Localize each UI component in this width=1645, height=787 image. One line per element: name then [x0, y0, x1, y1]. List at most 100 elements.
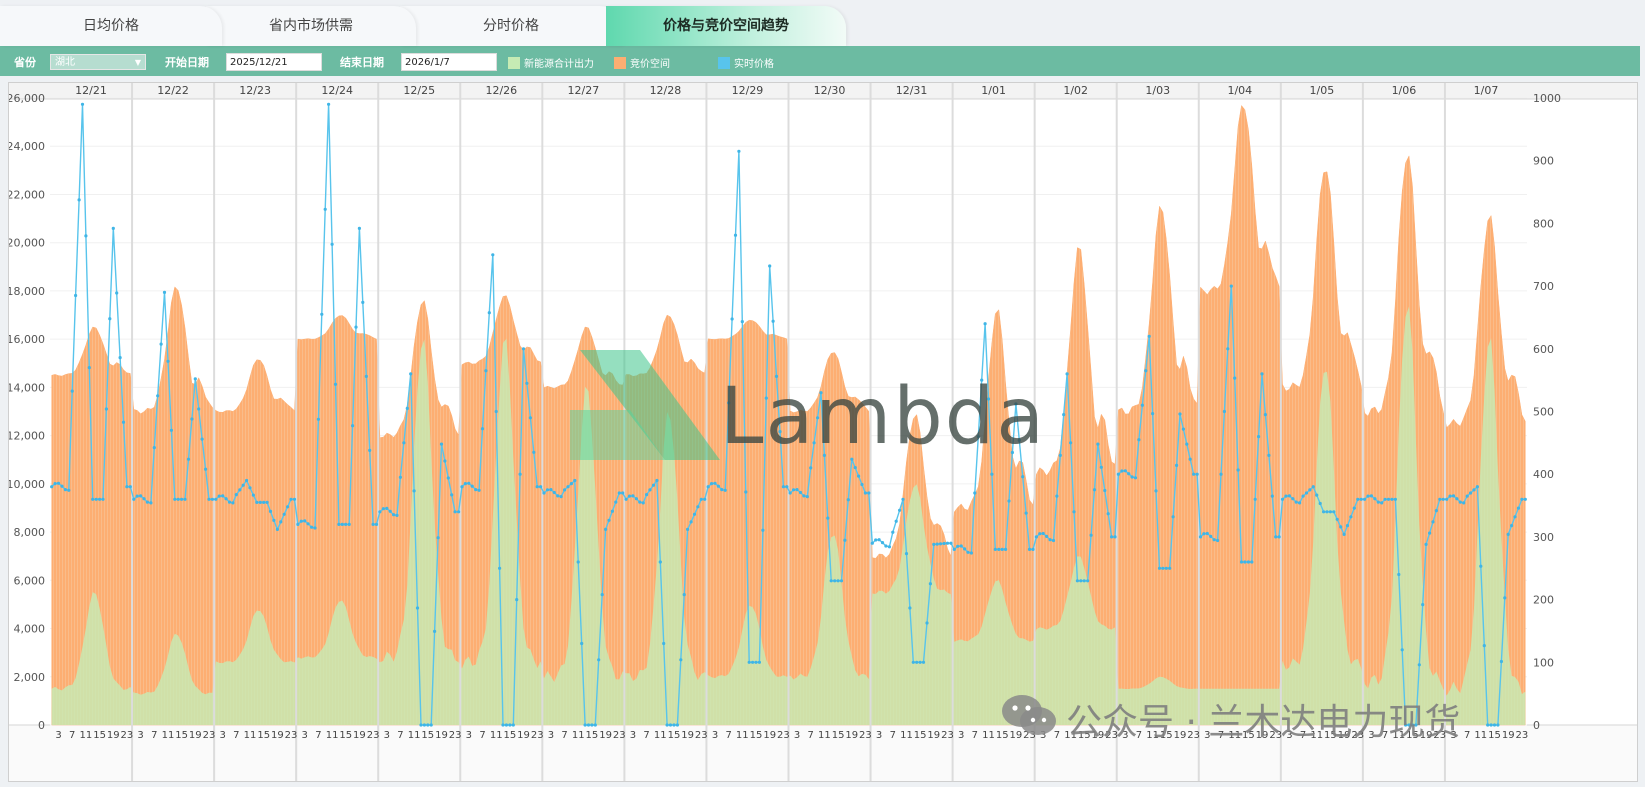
price-point [286, 505, 290, 509]
price-point [1257, 435, 1261, 439]
x-hour-tick-label: 23 [531, 730, 544, 741]
price-point [1058, 453, 1062, 457]
y-right-tick-label: 400 [1533, 468, 1554, 481]
price-point [1089, 533, 1093, 537]
x-hour-tick-label: 7 [890, 730, 896, 741]
price-point [1082, 579, 1086, 583]
price-point [614, 500, 618, 504]
price-point [470, 484, 474, 488]
x-hour-tick-label: 15 [914, 730, 927, 741]
x-hour-tick-label: 7 [1300, 730, 1306, 741]
y-left-tick-label: 20,000 [9, 237, 45, 250]
price-point [415, 606, 420, 610]
price-point [781, 485, 786, 489]
price-point [833, 579, 837, 583]
x-hour-tick-label: 23 [941, 730, 954, 741]
price-point [1328, 510, 1332, 514]
price-point [1157, 566, 1162, 570]
price-point [1075, 579, 1079, 583]
x-hour-tick-label: 7 [69, 730, 75, 741]
price-point [433, 629, 437, 634]
x-hour-tick-label: 23 [1023, 730, 1036, 741]
price-point [1308, 488, 1312, 492]
price-point [634, 497, 639, 501]
x-hour-tick-label: 23 [777, 730, 790, 741]
price-point [1363, 497, 1367, 501]
price-point [901, 497, 905, 501]
price-point [1475, 485, 1479, 489]
price-point [193, 377, 197, 381]
price-point [1205, 531, 1209, 536]
x-hour-tick-label: 11 [572, 730, 585, 741]
price-point [586, 723, 591, 727]
price-point [610, 509, 615, 513]
price-point [1510, 524, 1514, 528]
price-point [1096, 442, 1100, 446]
start-date-input[interactable] [226, 53, 322, 71]
legend-renewable[interactable]: 新能源合计出力 [508, 55, 594, 70]
price-point [258, 500, 262, 504]
x-hour-tick-label: 11 [1310, 730, 1323, 741]
price-point [764, 396, 768, 400]
price-point [1445, 497, 1449, 501]
price-point [566, 485, 570, 489]
x-hour-tick-label: 3 [1122, 730, 1128, 741]
x-day-label: 1/05 [1310, 84, 1335, 97]
price-point [1318, 501, 1322, 506]
price-point [795, 488, 799, 492]
tab-daily-avg-price[interactable]: 日均价格 [0, 6, 222, 46]
end-date-input[interactable] [401, 53, 497, 71]
price-point [1154, 489, 1158, 493]
legend-bidding-space[interactable]: 竞价空间 [614, 55, 670, 70]
legend-realtime-price[interactable]: 实时价格 [718, 55, 774, 70]
price-point [70, 389, 74, 393]
tab-province-supply-demand[interactable]: 省内市场供需 [206, 6, 416, 46]
price-point [648, 488, 652, 492]
price-point [1007, 499, 1011, 503]
price-point [443, 459, 447, 463]
price-point [918, 660, 922, 664]
lambda-logo-icon [570, 350, 720, 460]
price-point [600, 593, 604, 597]
price-point [986, 397, 991, 401]
price-point [121, 420, 126, 424]
price-point [1236, 468, 1240, 472]
price-point [894, 519, 898, 523]
price-point [1294, 500, 1298, 504]
x-hour-tick-label: 7 [315, 730, 321, 741]
price-point [1137, 438, 1141, 442]
price-point [583, 723, 587, 727]
x-day-label: 12/22 [157, 84, 189, 97]
tab-price-bidding-trend[interactable]: 价格与竞价空间趋势 [606, 6, 846, 46]
x-hour-tick-label: 11 [408, 730, 421, 741]
x-hour-tick-label: 15 [668, 730, 681, 741]
price-point [118, 356, 122, 360]
price-point [156, 394, 160, 398]
price-point [248, 486, 252, 490]
price-point [101, 497, 105, 501]
province-select[interactable]: 湖北 ▼ [50, 54, 146, 70]
price-point [265, 500, 269, 504]
price-point [1451, 494, 1456, 498]
price-point [761, 528, 765, 532]
price-point [590, 723, 594, 727]
x-hour-tick-label: 23 [1516, 730, 1529, 741]
y-right-tick-label: 0 [1533, 719, 1540, 732]
x-hour-tick-label: 15 [1242, 730, 1255, 741]
price-point [1192, 472, 1196, 476]
price-point [983, 322, 987, 326]
tab-hourly-price[interactable]: 分时价格 [400, 6, 622, 46]
price-point [898, 508, 902, 512]
price-point [255, 500, 259, 504]
price-point [925, 621, 929, 625]
x-hour-tick-label: 11 [80, 730, 93, 741]
price-point [798, 490, 803, 495]
price-point [340, 522, 344, 526]
price-point [1311, 485, 1315, 489]
price-point [231, 501, 235, 505]
price-point [597, 658, 601, 662]
price-point [969, 551, 974, 555]
price-point [221, 494, 225, 498]
price-point [682, 593, 686, 597]
price-point [426, 723, 430, 727]
